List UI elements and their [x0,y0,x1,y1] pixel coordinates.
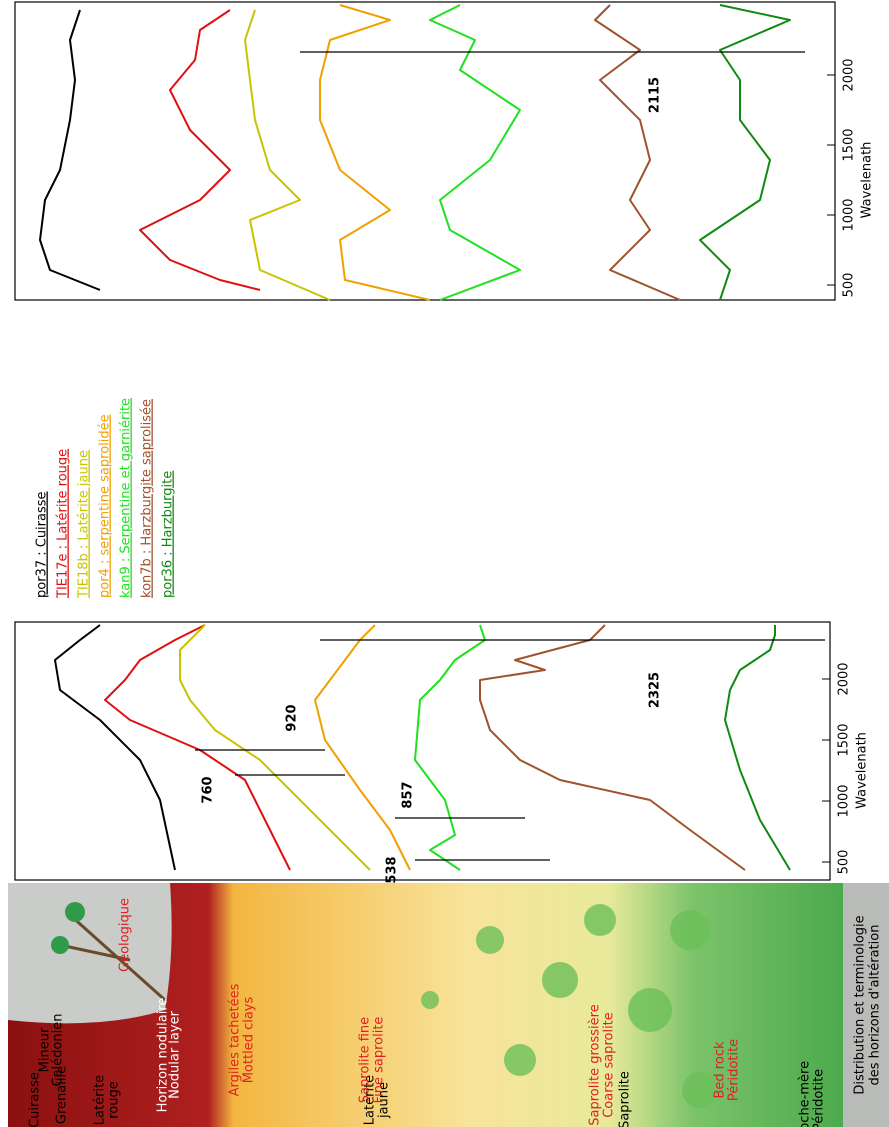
profile-label: Bed rock [713,1041,728,1098]
tick-label: 500 [842,273,857,298]
annotation: 2325 [648,672,663,708]
plot-frame [14,1,836,301]
profile-label: Cuirasse [28,1072,43,1127]
tree [59,913,167,1002]
caption-band [843,883,889,1127]
axis-label: Wavelenath [860,142,875,219]
legend-entry: por36 : Harzburgite [161,471,176,598]
tick-label: 1500 [842,128,857,161]
spectrum [429,4,521,301]
axis-label: Wavelenath [855,732,870,809]
profile-label: Latérite [93,1075,108,1125]
profile-label: Distribution et terminologie [853,915,868,1094]
profile-label: Géologique [118,898,133,972]
legend-entry: por37 : Cuirasse [35,491,50,598]
spectrum [724,625,791,871]
profile-label: des horizons d'altération [868,925,883,1086]
plot-frame [14,621,831,881]
spectrum [39,9,101,291]
tick-label: 1500 [837,723,852,756]
tick-label: 1000 [842,198,857,231]
profile-label: rouge [107,1081,122,1119]
spectrum [54,624,176,871]
legend-entry: TIE17e : Latérite rouge [56,449,71,599]
profile-label: jaune [377,1082,392,1119]
profile-label: Grenaille [55,1066,70,1124]
profile-label: Nodular layer [168,1010,183,1098]
profile-label: Coarse saprolite [602,1012,617,1118]
profile-label: Fine saprolite [372,1017,387,1104]
legend-entry: kan9 : Serpentine et garniérite [119,398,134,598]
profile-label: Saprolite grossière [588,1004,603,1125]
tick-label: 500 [837,850,852,875]
profile-label: Roche-mère [798,1061,813,1127]
spectra-top [39,4,791,301]
spectra-middle [54,624,791,871]
profile-label: Mottled clays [242,997,257,1084]
profile-label: Latérite [363,1075,378,1125]
annotation: 760 [201,776,216,803]
spectrum [179,624,371,871]
profile-label: Péridotite [812,1069,827,1127]
annotation: 920 [285,704,300,731]
spectrum [699,4,791,301]
legend-entry: TIE18b : Latérite jaune [77,450,92,599]
tree-crown [51,936,69,954]
annotation: 538 [385,856,400,883]
annotation: 2115 [648,77,663,113]
annotation: 857 [401,781,416,808]
green-blobs [421,904,718,1108]
spectrum [244,9,331,301]
profile-label: Argiles tachetées [228,983,243,1096]
spectrum [414,624,486,871]
tick-label: 1000 [837,784,852,817]
legend-entry: por4 : serpentine saprolidée [98,414,113,598]
profile-label: Péridotite [727,1039,742,1101]
legend-entry: kon7b : Harzburgite saprolisée [140,399,155,598]
sky [8,883,172,1024]
tree-crown [65,902,85,922]
profile-label: Saprolite [618,1071,633,1127]
spectrum [319,4,431,301]
tick-label: 2000 [837,662,852,695]
spectrum [139,9,261,291]
spectrum [314,624,411,871]
profile-label: Horizon nodulaire [156,998,171,1113]
spectrum [104,624,291,871]
spectrum [594,4,681,301]
profile-label: Mineur [38,1027,53,1072]
profile-label: Calédonien [51,1014,66,1087]
tick-label: 2000 [842,58,857,91]
profile-label: Saprolite fine [358,1017,373,1103]
spectrum [479,624,746,871]
